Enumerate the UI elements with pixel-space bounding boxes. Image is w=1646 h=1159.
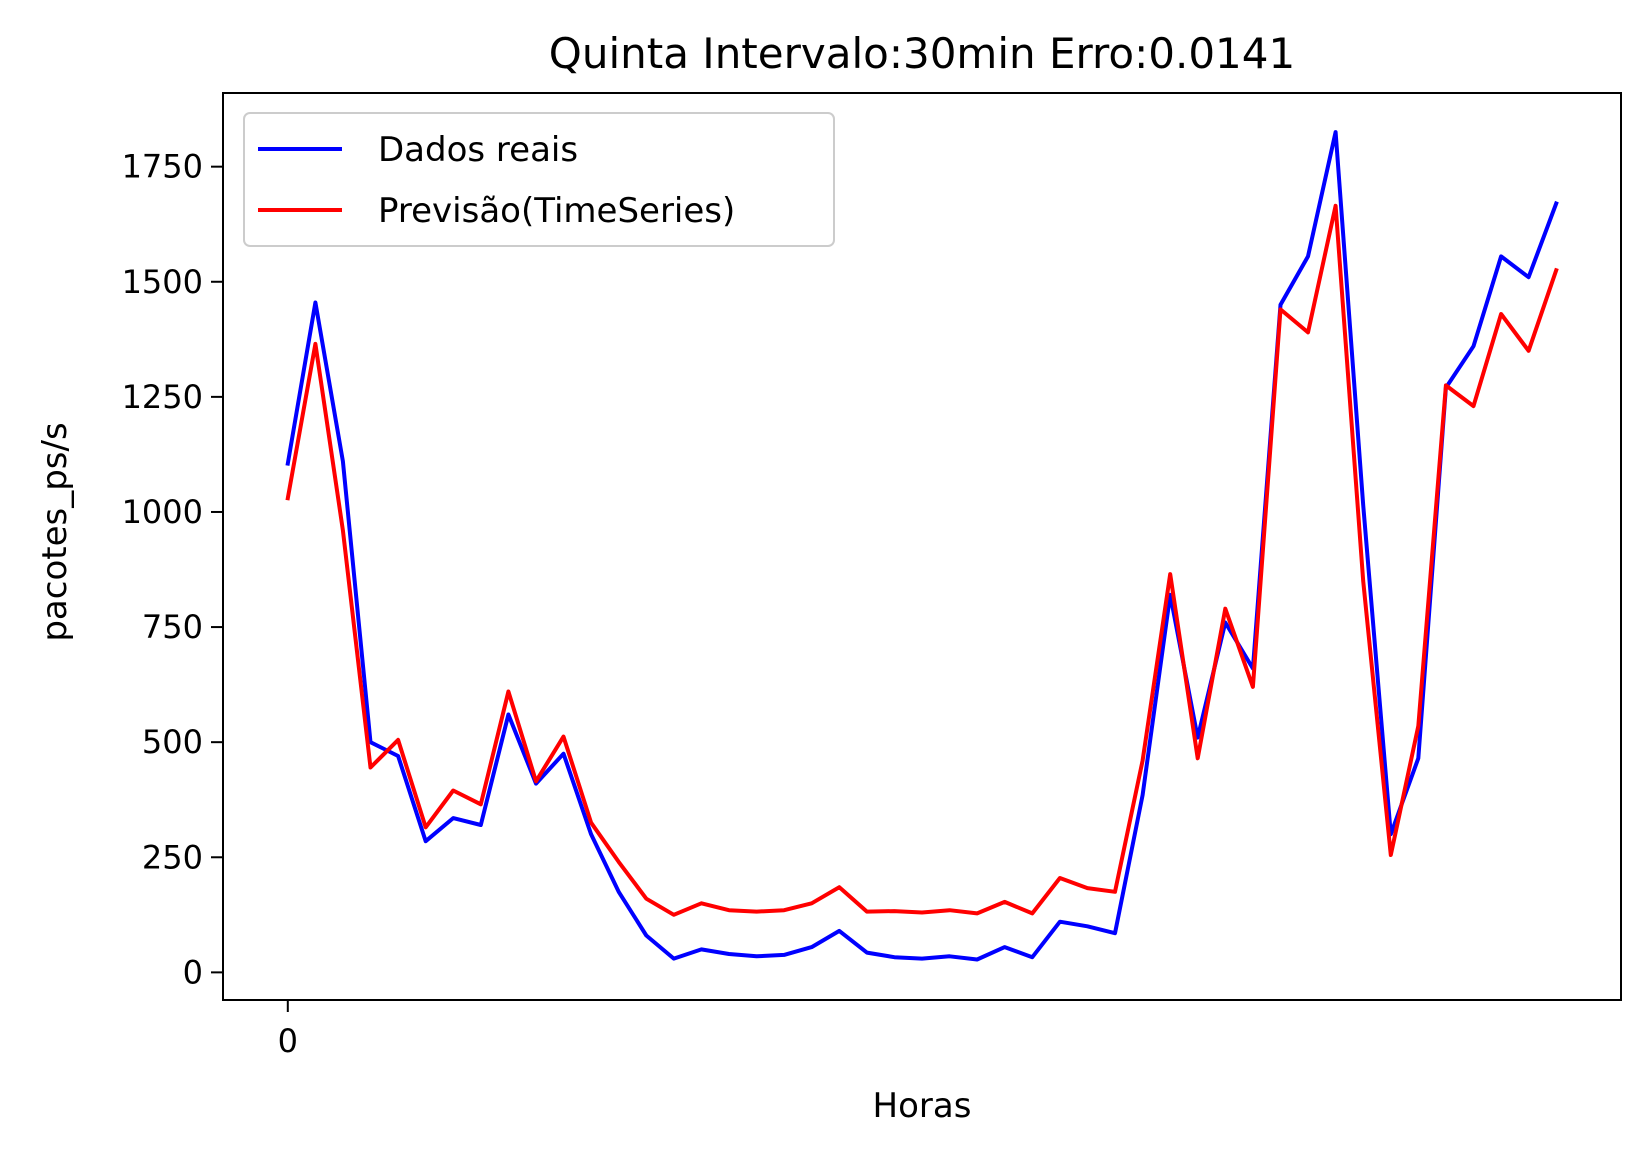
axes: 0 250 500 750 1000 1250 1500 1750 0: [122, 92, 1622, 1060]
x-tick-label: 0: [278, 1022, 298, 1060]
y-tick-label: 0: [183, 953, 203, 991]
plot-area: [285, 130, 1559, 962]
y-axis-label: pacotes_ps/s: [35, 422, 75, 641]
y-tick-label: 1500: [122, 263, 203, 301]
series-line-previsao: [285, 203, 1559, 917]
y-tick-label: 250: [142, 838, 203, 876]
legend-label: Previsão(TimeSeries): [378, 191, 735, 231]
x-axis-label: Horas: [873, 1086, 972, 1126]
y-tick-label: 1000: [122, 493, 203, 531]
legend: Dados reais Previsão(TimeSeries): [243, 112, 835, 247]
legend-box: [243, 112, 835, 247]
axes-frame: [222, 92, 1622, 1001]
y-tick-label: 1250: [122, 378, 203, 416]
y-tick-label: 500: [142, 723, 203, 761]
y-tick-label: 1750: [122, 148, 203, 186]
legend-label: Dados reais: [378, 130, 578, 170]
chart-title: Quinta Intervalo:30min Erro:0.0141: [549, 29, 1295, 78]
series-line-dados-reais: [285, 130, 1559, 962]
y-tick-label: 750: [142, 608, 203, 646]
